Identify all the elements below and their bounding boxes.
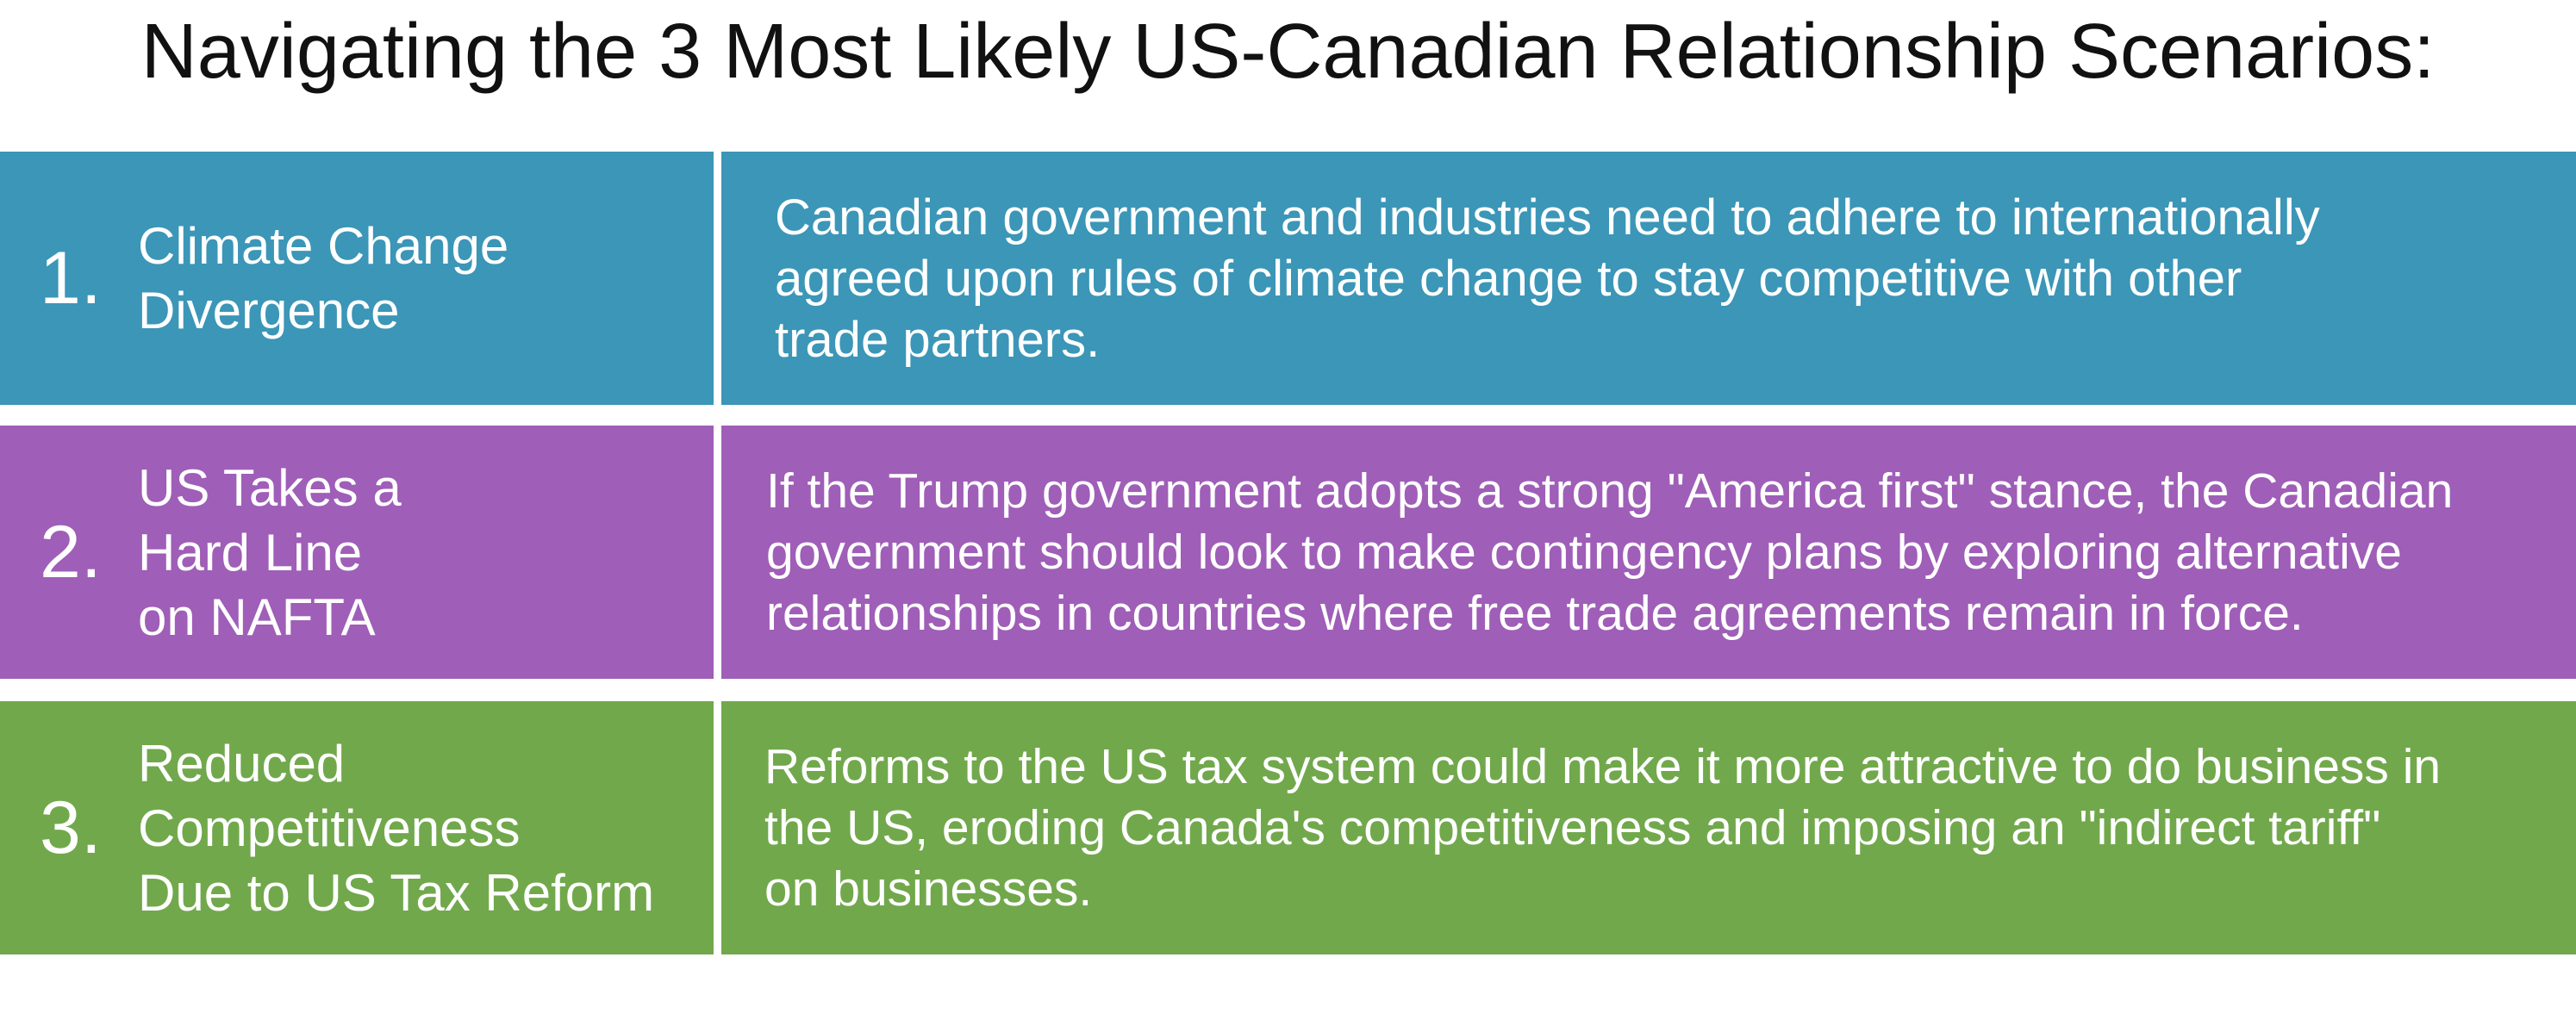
scenario-1-number: 1. <box>40 237 102 320</box>
scenario-1-description: Canadian government and industries need … <box>775 189 2320 368</box>
scenario-2-description: If the Trump government adopts a strong … <box>766 463 2454 641</box>
scenario-1-description-cell: Canadian government and industries need … <box>721 152 2576 405</box>
scenario-row-1: 1. Climate Change Divergence Canadian go… <box>0 152 2576 405</box>
scenario-3-number: 3. <box>40 786 102 869</box>
scenario-3-description: Reforms to the US tax system could make … <box>764 738 2442 917</box>
scenario-row-3: 3. Reduced Competitiveness Due to US Tax… <box>0 701 2576 954</box>
scenario-2-topic: US Takes a Hard Line on NAFTA <box>138 458 402 646</box>
scenario-1-topic-cell: 1. Climate Change Divergence <box>0 152 714 405</box>
scenario-2-topic-cell: 2. US Takes a Hard Line on NAFTA <box>0 426 714 679</box>
scenario-1-topic: Climate Change Divergence <box>138 217 509 339</box>
scenario-3-description-cell: Reforms to the US tax system could make … <box>721 701 2576 954</box>
scenario-row-2: 2. US Takes a Hard Line on NAFTA If the … <box>0 426 2576 679</box>
scenario-3-topic-cell: 3. Reduced Competitiveness Due to US Tax… <box>0 701 714 954</box>
scenario-2-description-cell: If the Trump government adopts a strong … <box>721 426 2576 679</box>
page-title: Navigating the 3 Most Likely US-Canadian… <box>140 9 2436 95</box>
scenario-2-number: 2. <box>40 511 102 594</box>
scenario-3-topic: Reduced Competitiveness Due to US Tax Re… <box>138 734 655 922</box>
